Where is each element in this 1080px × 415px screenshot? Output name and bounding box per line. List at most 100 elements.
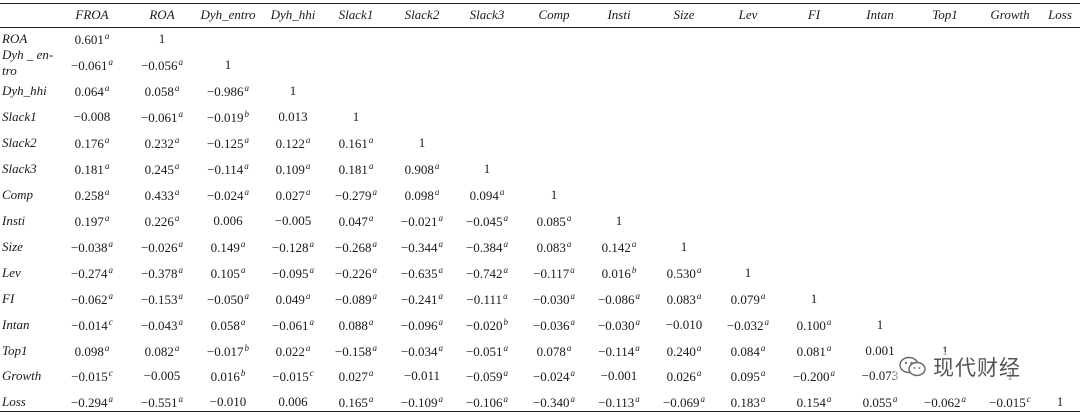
table-cell: −0.062a <box>924 394 966 411</box>
significance-marker: a <box>961 394 967 404</box>
cell-value: 1 <box>810 291 818 306</box>
cell-value: 1 <box>418 135 426 150</box>
significance-marker: c <box>309 368 314 378</box>
table-cell: −0.026a <box>141 239 183 256</box>
significance-marker: a <box>892 394 898 404</box>
cell-value: −0.742 <box>465 266 503 281</box>
table-cell: −0.344a <box>401 239 443 256</box>
cell-value: 0.908 <box>404 162 434 177</box>
table-cell: 0.105a <box>211 265 246 282</box>
cell-value: 1 <box>680 239 688 254</box>
cell-value: −0.069 <box>662 395 700 410</box>
row-label: Comp <box>2 187 34 202</box>
table-cell: 1 <box>616 213 623 229</box>
table-cell: 0.098a <box>75 343 110 360</box>
significance-marker: a <box>570 394 576 404</box>
table-cell: 0.100a <box>797 317 832 334</box>
row-label: Growth <box>2 368 42 383</box>
table-cell: −0.294a <box>71 394 113 411</box>
table-cell: −0.117a <box>533 265 575 282</box>
table-cell: 0.530a <box>667 265 702 282</box>
table-cell: 0.095a <box>731 368 766 385</box>
table-cell: −0.742a <box>466 265 508 282</box>
table-cell: −0.014c <box>71 317 113 334</box>
table-cell: −0.114a <box>207 161 249 178</box>
significance-marker: a <box>174 187 180 197</box>
significance-marker: b <box>503 317 509 327</box>
cell-value: −0.051 <box>465 344 503 359</box>
table-cell: 0.601a <box>75 31 110 48</box>
cell-value: 0.098 <box>404 188 434 203</box>
column-header: Intan <box>866 7 894 22</box>
cell-value: −0.015 <box>989 395 1026 410</box>
significance-marker: a <box>178 265 184 275</box>
significance-marker: a <box>372 343 378 353</box>
watermark: 现代财经 <box>895 352 1025 382</box>
table-cell: −0.986a <box>207 83 249 100</box>
table-cell: 0.083a <box>667 291 702 308</box>
cell-value: 0.197 <box>74 214 104 229</box>
row-label: Slack2 <box>2 135 37 150</box>
significance-marker: a <box>108 291 114 301</box>
significance-marker: a <box>434 187 440 197</box>
column-header: ROA <box>149 7 175 22</box>
significance-marker: a <box>760 291 766 301</box>
cell-value: −0.024 <box>532 369 570 384</box>
table-cell: −0.017b <box>207 343 249 360</box>
table-cell: 0.016b <box>602 265 637 282</box>
cell-value: 0.109 <box>275 162 305 177</box>
cell-value: 0.245 <box>144 162 174 177</box>
table-cell: −0.001 <box>601 368 638 384</box>
table-cell: 0.079a <box>731 291 766 308</box>
row-label: Size <box>2 239 23 254</box>
table-cell: 0.085a <box>537 213 572 230</box>
significance-marker: a <box>372 187 378 197</box>
table-cell: 1 <box>745 265 752 281</box>
table-cell: 0.183a <box>731 394 766 411</box>
table-cell: −0.114a <box>598 343 640 360</box>
significance-marker: a <box>368 161 374 171</box>
header-rule <box>0 27 1080 28</box>
cell-value: 0.095 <box>730 369 760 384</box>
cell-value: −0.096 <box>400 318 438 333</box>
significance-marker: a <box>244 161 249 171</box>
significance-marker: a <box>174 161 180 171</box>
cell-value: 0.181 <box>338 162 368 177</box>
column-header: Slack3 <box>469 7 505 22</box>
table-cell: 0.058a <box>211 317 246 334</box>
significance-marker: b <box>244 343 250 353</box>
significance-marker: a <box>826 317 832 327</box>
significance-marker: a <box>178 239 184 249</box>
significance-marker: a <box>178 394 184 404</box>
cell-value: 0.232 <box>144 136 174 151</box>
row-label: Top1 <box>2 343 28 358</box>
cell-value: 0.122 <box>275 136 305 151</box>
significance-marker: a <box>438 213 444 223</box>
table-cell: 0.084a <box>731 343 766 360</box>
table-cell: 1 <box>290 83 297 99</box>
cell-value: −0.019 <box>206 110 244 125</box>
table-cell: −0.011 <box>404 368 440 384</box>
significance-marker: a <box>174 83 180 93</box>
table-cell: 0.006 <box>278 394 307 410</box>
column-header: Loss <box>1048 7 1072 22</box>
significance-marker: a <box>503 213 509 223</box>
cell-value: 0.098 <box>74 344 104 359</box>
significance-marker: a <box>368 394 374 404</box>
cell-value: 0.082 <box>144 344 174 359</box>
significance-marker: a <box>570 265 575 275</box>
significance-marker: a <box>178 291 184 301</box>
significance-marker: a <box>700 394 706 404</box>
table-cell: 0.055a <box>863 394 898 411</box>
cell-value: −0.114 <box>207 162 244 177</box>
table-cell: −0.274a <box>71 265 113 282</box>
table-cell: −0.024a <box>207 187 249 204</box>
cell-value: 0.016 <box>210 369 240 384</box>
significance-marker: a <box>244 291 250 301</box>
significance-marker: a <box>174 343 180 353</box>
cell-value: −0.020 <box>465 318 503 333</box>
table-cell: 0.047a <box>339 213 374 230</box>
significance-marker: a <box>368 368 374 378</box>
cell-value: 0.013 <box>278 109 308 124</box>
cell-value: 0.001 <box>865 343 895 358</box>
